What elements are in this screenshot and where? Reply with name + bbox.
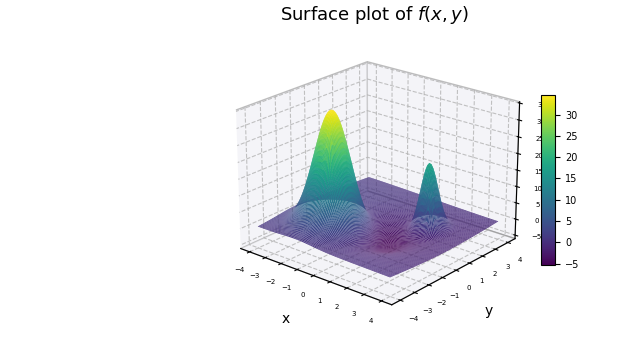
Title: Surface plot of $f(x, y)$: Surface plot of $f(x, y)$ xyxy=(280,4,469,26)
Y-axis label: y: y xyxy=(485,304,493,318)
X-axis label: x: x xyxy=(281,312,289,326)
